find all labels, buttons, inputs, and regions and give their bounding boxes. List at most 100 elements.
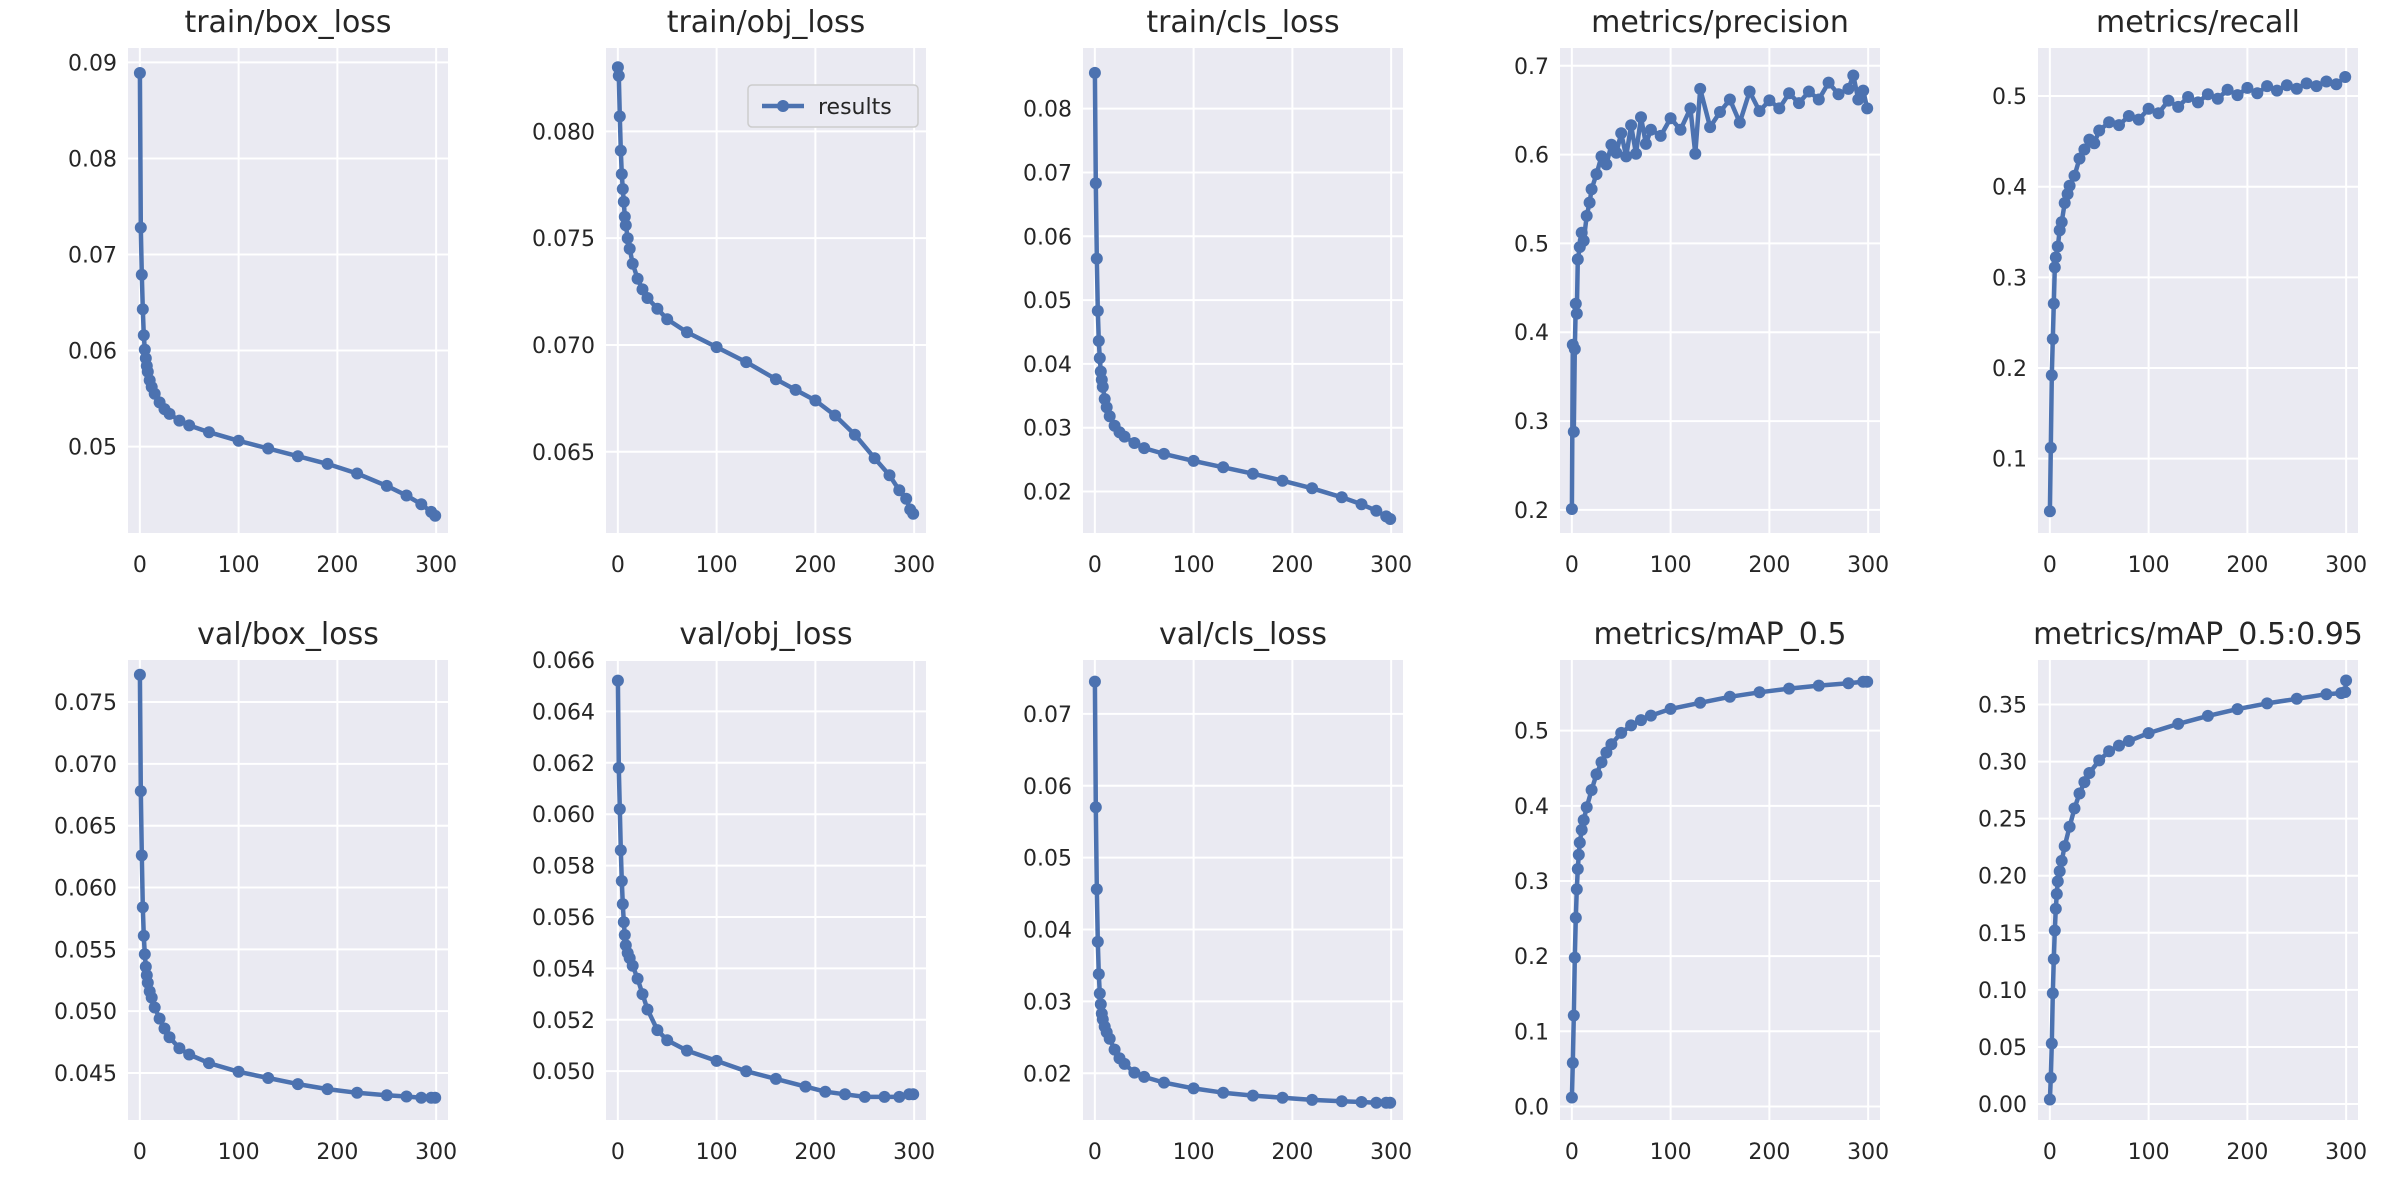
- data-point: [1684, 102, 1697, 115]
- x-tick-label: 0: [133, 553, 147, 578]
- data-point: [651, 1024, 664, 1037]
- y-tick-label: 0.056: [532, 906, 595, 931]
- data-point: [2300, 77, 2313, 90]
- y-tick-label: 0.05: [1023, 847, 1072, 872]
- x-tick-label: 300: [2325, 553, 2367, 578]
- data-point: [799, 1080, 812, 1093]
- data-point: [2048, 261, 2061, 274]
- y-tick-label: 0.3: [1992, 266, 2027, 291]
- y-tick-label: 0.7: [1514, 55, 1549, 80]
- y-tick-label: 0.065: [54, 815, 117, 840]
- data-point: [1674, 123, 1687, 136]
- data-point: [2201, 709, 2214, 722]
- x-tick-label: 200: [316, 553, 358, 578]
- data-point: [1625, 119, 1638, 132]
- y-tick-label: 0.070: [532, 334, 595, 359]
- data-point: [1566, 1056, 1579, 1069]
- data-point: [321, 457, 334, 470]
- data-point: [2093, 754, 2106, 767]
- x-tick-label: 0: [1565, 553, 1579, 578]
- data-point: [1689, 147, 1702, 160]
- data-point: [2083, 767, 2096, 779]
- data-point: [1091, 304, 1104, 317]
- y-tick-label: 0.075: [54, 691, 117, 716]
- plot-area: [2038, 660, 2358, 1120]
- x-tick-label: 300: [415, 1140, 457, 1165]
- x-tick-label: 0: [611, 553, 625, 578]
- data-point: [1090, 252, 1103, 265]
- data-point: [1092, 968, 1105, 981]
- y-tick-label: 0.050: [532, 1060, 595, 1085]
- y-tick-label: 0.052: [532, 1009, 595, 1034]
- data-point: [232, 1065, 245, 1078]
- x-tick-label: 0: [1088, 1140, 1102, 1165]
- x-tick-label: 0: [2043, 553, 2057, 578]
- data-point: [769, 1072, 782, 1085]
- y-tick-label: 0.25: [1978, 808, 2027, 833]
- data-point: [321, 1083, 334, 1096]
- data-point: [1217, 461, 1230, 474]
- data-point: [1664, 112, 1677, 125]
- data-point: [618, 929, 631, 941]
- data-point: [2088, 137, 2101, 150]
- data-point: [1802, 85, 1815, 98]
- data-point: [1763, 94, 1776, 107]
- data-point: [1753, 686, 1766, 699]
- data-point: [2231, 89, 2244, 102]
- data-point: [1118, 1057, 1131, 1070]
- data-point: [789, 383, 802, 396]
- data-point: [183, 419, 196, 432]
- data-point: [2073, 787, 2086, 800]
- data-point: [900, 492, 913, 505]
- x-tick-label: 300: [1370, 553, 1412, 578]
- x-tick-label: 200: [794, 553, 836, 578]
- data-point: [1714, 106, 1726, 118]
- data-point: [1590, 168, 1603, 181]
- data-point: [2251, 87, 2264, 100]
- data-point: [1355, 1096, 1368, 1108]
- data-point: [612, 761, 625, 774]
- data-point: [2093, 124, 2106, 137]
- y-tick-label: 0.045: [54, 1062, 117, 1087]
- data-point: [136, 303, 149, 316]
- data-point: [1723, 690, 1736, 703]
- x-tick-label: 100: [2128, 553, 2170, 578]
- data-point: [1773, 102, 1786, 115]
- data-point: [1565, 503, 1578, 515]
- plot-area: [1083, 48, 1403, 533]
- data-point: [621, 232, 634, 245]
- data-point: [2045, 1037, 2058, 1050]
- data-point: [351, 1086, 364, 1099]
- y-tick-label: 0.060: [54, 877, 117, 902]
- data-point: [1089, 177, 1102, 190]
- data-point: [1644, 123, 1657, 136]
- data-point: [619, 219, 632, 232]
- data-point: [651, 302, 664, 315]
- data-point: [2132, 113, 2145, 126]
- y-tick-label: 0.03: [1023, 990, 1072, 1015]
- subplot-5: val/box_loss 0 100 200 300 0.045 0.050 0.055 0.0…: [54, 617, 457, 1165]
- y-tick-label: 0.2: [1514, 945, 1549, 970]
- y-tick-label: 0.15: [1978, 922, 2027, 947]
- data-point: [2063, 179, 2076, 192]
- data-point: [2078, 143, 2091, 156]
- y-tick-label: 0.06: [1023, 225, 1072, 250]
- plot-area: [1560, 660, 1880, 1120]
- y-tick-label: 0.02: [1023, 1062, 1072, 1087]
- data-point: [1094, 998, 1107, 1011]
- data-point: [183, 1048, 196, 1061]
- data-point: [2340, 674, 2353, 687]
- data-point: [1335, 491, 1348, 504]
- data-point: [623, 242, 636, 255]
- subplot-title: metrics/mAP_0.5:0.95: [2033, 617, 2363, 652]
- data-point: [2330, 78, 2343, 91]
- data-point: [2172, 717, 2185, 730]
- y-tick-label: 0.10: [1978, 979, 2027, 1004]
- y-tick-label: 0.6: [1514, 144, 1549, 169]
- y-tick-label: 0.4: [1992, 176, 2027, 201]
- data-point: [232, 434, 245, 447]
- y-tick-label: 0.065: [532, 441, 595, 466]
- subplot-title: val/obj_loss: [679, 617, 852, 652]
- data-point: [1246, 1089, 1259, 1102]
- x-tick-label: 300: [2325, 1140, 2367, 1165]
